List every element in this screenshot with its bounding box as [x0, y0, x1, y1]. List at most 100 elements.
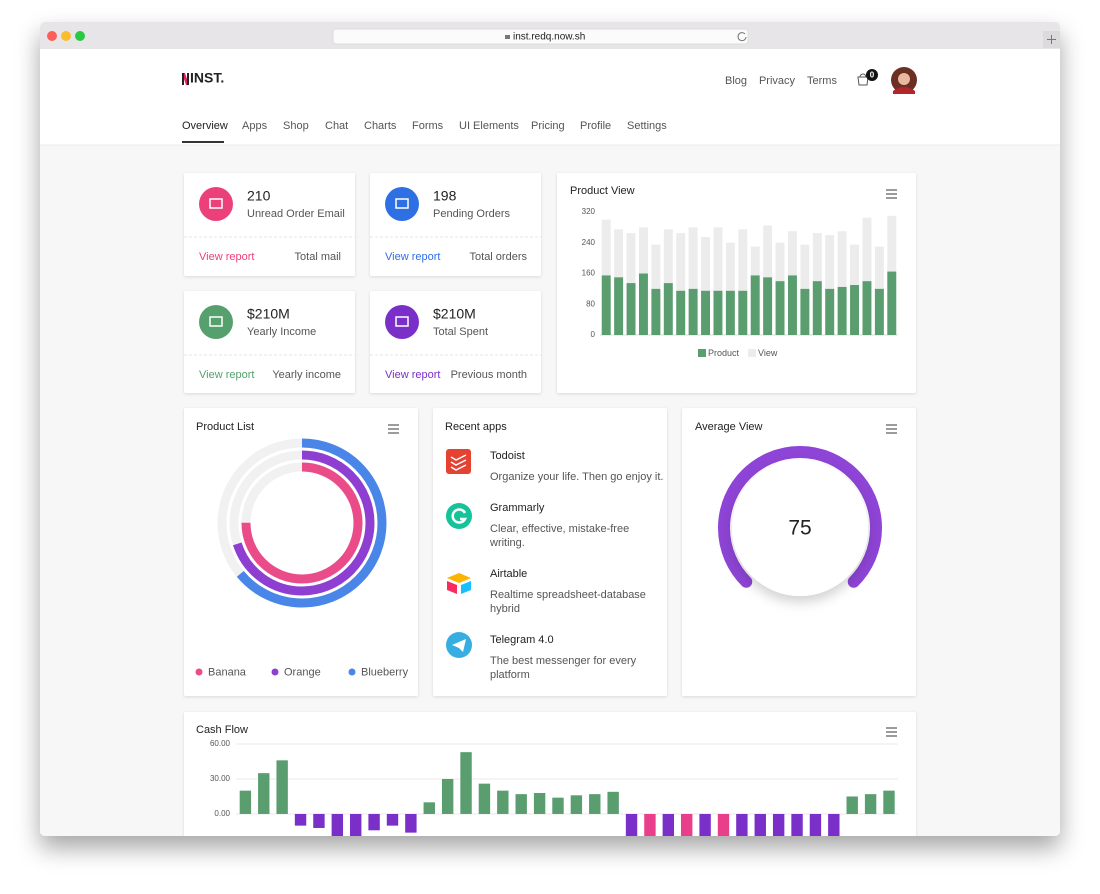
- header: [40, 49, 1060, 145]
- stat-note: Total orders: [470, 251, 528, 263]
- app-description: platform: [490, 669, 530, 681]
- avatar-shirt: [893, 87, 915, 94]
- legend-label: Blueberry: [361, 666, 409, 678]
- bar: [699, 813, 711, 836]
- bar: [846, 796, 858, 814]
- bar: [552, 797, 564, 814]
- logo-mark: [182, 73, 189, 85]
- bar: [800, 288, 810, 335]
- stat-icon: [385, 305, 419, 339]
- bar: [644, 813, 656, 836]
- stat-glyph: [209, 316, 223, 327]
- nav-item[interactable]: Overview: [182, 120, 228, 132]
- bar: [331, 813, 344, 836]
- bar: [738, 290, 748, 335]
- bar: [626, 283, 636, 335]
- stat-label: Total Spent: [433, 326, 488, 338]
- bar: [775, 281, 785, 335]
- app-glyph: [450, 454, 467, 471]
- header-link[interactable]: Terms: [807, 75, 837, 87]
- nav-item[interactable]: Charts: [364, 120, 397, 132]
- nav-item[interactable]: UI Elements: [459, 120, 519, 132]
- nav-item[interactable]: Forms: [412, 120, 444, 132]
- nav-item[interactable]: Pricing: [531, 120, 565, 132]
- app-description: writing.: [489, 537, 525, 549]
- stat-glyph: [395, 198, 409, 209]
- legend-dot: [348, 668, 356, 676]
- bar: [750, 275, 760, 335]
- bar: [701, 236, 711, 335]
- bar: [862, 281, 872, 335]
- bar: [825, 288, 835, 335]
- minimize-button[interactable]: [61, 31, 71, 41]
- maximize-button[interactable]: [75, 31, 85, 41]
- bar: [478, 783, 491, 814]
- stat-value: 198: [433, 188, 457, 204]
- app-name[interactable]: Airtable: [490, 568, 527, 580]
- stat-note: Previous month: [451, 369, 527, 381]
- bar: [625, 813, 638, 836]
- bar: [713, 290, 723, 335]
- y-tick-label: 240: [582, 238, 596, 247]
- stat-icon: [199, 305, 233, 339]
- bar: [441, 778, 454, 814]
- legend-label: Banana: [208, 666, 247, 678]
- card: [557, 173, 916, 393]
- bar: [825, 235, 835, 335]
- plus-icon: [1047, 35, 1056, 44]
- address-bar[interactable]: [332, 28, 749, 45]
- reload-icon[interactable]: [737, 32, 747, 42]
- stat-note: Total mail: [295, 251, 341, 263]
- cart-icon[interactable]: [857, 73, 869, 86]
- y-tick-label: 0: [591, 330, 596, 339]
- bar: [754, 813, 766, 836]
- stat-icon: [199, 187, 233, 221]
- bar: [676, 290, 686, 335]
- bar: [276, 760, 288, 814]
- bar: [570, 795, 583, 814]
- app-name[interactable]: Todoist: [490, 450, 525, 462]
- card: [433, 408, 667, 696]
- header-link[interactable]: Privacy: [759, 75, 796, 87]
- logo[interactable]: INST.: [190, 70, 224, 86]
- header-link[interactable]: Blog: [725, 75, 747, 87]
- bar: [515, 794, 527, 814]
- bar: [386, 813, 399, 826]
- bar: [862, 217, 872, 335]
- stat-label: Yearly Income: [247, 326, 316, 338]
- nav-item[interactable]: Apps: [242, 120, 268, 132]
- bar: [763, 277, 773, 335]
- chart-title: Product View: [570, 185, 635, 197]
- stat-link[interactable]: View report: [199, 369, 254, 381]
- bar: [423, 802, 435, 814]
- bar: [239, 790, 252, 814]
- nav-item[interactable]: Profile: [580, 120, 611, 132]
- stat-icon: [385, 187, 419, 221]
- close-button[interactable]: [47, 31, 57, 41]
- nav-item[interactable]: Chat: [325, 120, 348, 132]
- chart-title: Cash Flow: [196, 724, 248, 736]
- bar: [837, 231, 847, 335]
- app-glyph: [451, 508, 468, 524]
- y-tick-label: 60.00: [210, 739, 231, 748]
- bar: [313, 813, 325, 828]
- y-tick-label: 80: [586, 299, 595, 308]
- stat-link[interactable]: View report: [385, 369, 440, 381]
- bar: [688, 288, 698, 335]
- nav-item[interactable]: Shop: [283, 120, 309, 132]
- stat-label: Unread Order Email: [247, 208, 345, 220]
- stat-link[interactable]: View report: [199, 251, 254, 263]
- bar: [828, 813, 840, 836]
- bar: [368, 813, 380, 831]
- nav-item[interactable]: Settings: [627, 120, 667, 132]
- chart-title: Product List: [196, 421, 254, 433]
- bar: [681, 813, 693, 836]
- app-name[interactable]: Grammarly: [490, 502, 545, 514]
- stat-link[interactable]: View report: [385, 251, 440, 263]
- app-name[interactable]: Telegram 4.0: [490, 634, 554, 646]
- gauge-value: 75: [788, 517, 811, 540]
- y-tick-label: 30.00: [210, 774, 231, 783]
- bar: [258, 773, 270, 814]
- stat-value: 210: [247, 188, 271, 204]
